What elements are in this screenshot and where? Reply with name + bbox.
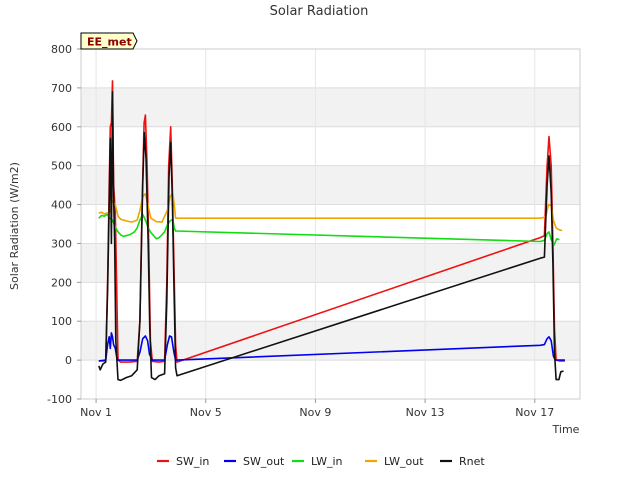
y-tick-label: 400 xyxy=(51,199,72,212)
y-tick-label: 800 xyxy=(51,43,72,56)
legend-label: SW_in xyxy=(176,455,209,468)
x-tick-label: Nov 1 xyxy=(80,406,112,419)
legend-item-rnet: Rnet xyxy=(440,455,485,468)
y-axis-ticks: -100 0 100 200 300 400 500 600 700 800 xyxy=(47,43,81,406)
series-layer xyxy=(98,80,565,382)
x-axis-ticks: Nov 1 Nov 5 Nov 9 Nov 13 Nov 17 xyxy=(80,399,554,419)
station-badge-shape xyxy=(80,32,138,50)
station-badge: EE_met xyxy=(80,32,138,50)
x-tick-label: Nov 5 xyxy=(190,406,222,419)
legend-label: LW_out xyxy=(384,455,424,468)
legend-item-lw-in: LW_in xyxy=(292,455,343,468)
legend-label: LW_in xyxy=(311,455,343,468)
series-line-sw-out xyxy=(98,332,565,362)
legend-item-lw-out: LW_out xyxy=(365,455,424,468)
grid-band xyxy=(81,87,580,127)
legend-label: SW_out xyxy=(243,455,285,468)
plot-frame xyxy=(80,48,581,400)
legend-label: Rnet xyxy=(459,455,485,468)
y-tick-label: 0 xyxy=(65,354,72,367)
y-tick-label: 700 xyxy=(51,82,72,95)
station-badge-label: EE_met xyxy=(87,36,132,49)
x-tick-label: Nov 9 xyxy=(299,406,331,419)
y-tick-label: -100 xyxy=(47,393,72,406)
plot-gridlines xyxy=(81,48,580,400)
legend-item-sw-in: SW_in xyxy=(157,455,209,468)
grid-band xyxy=(81,165,580,205)
series-line-lw-in xyxy=(98,213,560,246)
y-tick-label: 600 xyxy=(51,121,72,134)
y-tick-label: 300 xyxy=(51,237,72,250)
chart-title: Solar Radiation xyxy=(270,4,369,19)
legend-item-sw-out: SW_out xyxy=(224,455,285,468)
x-axis-title: Time xyxy=(552,423,580,436)
series-line-rnet xyxy=(98,91,564,382)
legend: SW_in SW_out LW_in LW_out Rnet xyxy=(157,455,485,468)
y-tick-label: 100 xyxy=(51,315,72,328)
plot-bands xyxy=(81,87,580,361)
y-tick-label: 500 xyxy=(51,160,72,173)
x-tick-label: Nov 13 xyxy=(406,406,445,419)
grid-band xyxy=(81,243,580,283)
x-tick-label: Nov 17 xyxy=(515,406,554,419)
y-axis-title: Solar Radiation (W/m2) xyxy=(8,162,21,290)
y-tick-label: 200 xyxy=(51,276,72,289)
